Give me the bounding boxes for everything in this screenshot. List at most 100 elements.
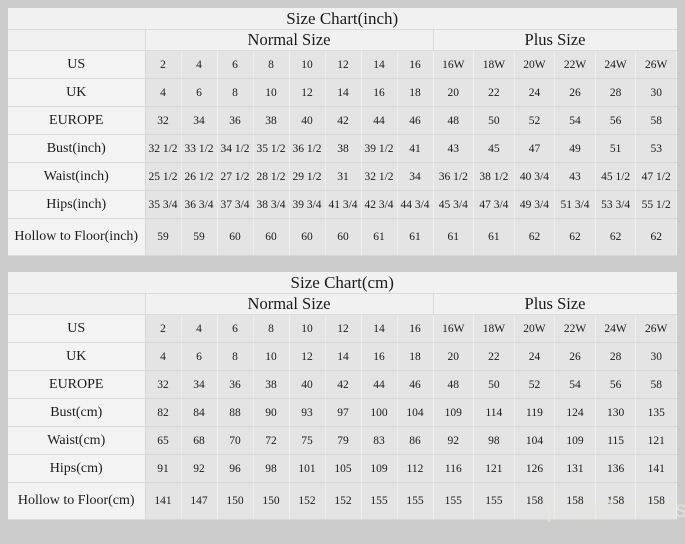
size-value-cell: 43 <box>554 162 596 191</box>
size-value-cell: 12 <box>288 342 326 371</box>
size-value-cell: 79 <box>324 426 362 455</box>
size-value-cell: 36 1/2 <box>288 134 326 163</box>
size-value-cell: 24W <box>594 50 637 79</box>
size-value-cell: 121 <box>635 426 677 455</box>
size-value-cell: 52 <box>513 106 556 135</box>
row-label: Hips(cm) <box>8 454 146 483</box>
row-label: Bust(inch) <box>8 134 146 163</box>
size-value-cell: 4 <box>180 50 218 79</box>
table-row: Waist(inch) 25 1/2 26 1/2 27 1/2 28 1/2 29 1/… <box>8 162 677 191</box>
table-row: EUROPE 32 34 36 38 40 42 44 46 48 50 52 54 56 58 <box>8 106 677 135</box>
size-value-cell: 100 <box>360 398 398 427</box>
size-value-cell: 38 <box>324 134 362 163</box>
size-value-cell: 115 <box>594 426 637 455</box>
size-value-cell: 58 <box>635 370 677 399</box>
size-value-cell: 46 <box>396 370 434 399</box>
size-value-cell: 54 <box>554 370 596 399</box>
size-value-cell: 16W <box>432 50 475 79</box>
size-value-cell: 12 <box>324 314 362 343</box>
size-value-cell: 109 <box>554 426 596 455</box>
size-value-cell: 12 <box>324 50 362 79</box>
size-value-cell: 4 <box>180 314 218 343</box>
size-value-cell: 27 1/2 <box>216 162 254 191</box>
size-value-cell: 36 <box>216 106 254 135</box>
size-value-cell: 62 <box>635 218 677 256</box>
size-value-cell: 10 <box>288 50 326 79</box>
table-row: US 2 4 6 8 10 12 14 16 16W 18W 20W 22W 24W 26W <box>8 314 677 343</box>
size-value-cell: 18 <box>396 342 434 371</box>
table-row: UK 4 6 8 10 12 14 16 18 20 22 24 26 28 30 <box>8 342 677 371</box>
row-label: Hollow to Floor(inch) <box>8 218 146 256</box>
size-value-cell: 32 <box>144 370 182 399</box>
row-label: Bust(cm) <box>8 398 146 427</box>
size-value-cell: 44 <box>360 370 398 399</box>
size-value-cell: 42 3/4 <box>360 190 398 219</box>
size-value-cell: 16 <box>360 342 398 371</box>
size-value-cell: 16 <box>360 78 398 107</box>
size-value-cell: 43 <box>432 134 475 163</box>
size-value-cell: 10 <box>252 342 290 371</box>
size-value-cell: 51 <box>594 134 637 163</box>
size-value-cell: 83 <box>360 426 398 455</box>
size-value-cell: 158 <box>635 482 677 520</box>
size-value-cell: 34 <box>180 370 218 399</box>
size-value-cell: 150 <box>252 482 290 520</box>
table-row: US 2 4 6 8 10 12 14 16 16W 18W 20W 22W 24W 26W <box>8 50 677 79</box>
size-value-cell: 6 <box>180 342 218 371</box>
row-label: EUROPE <box>8 106 146 135</box>
size-value-cell: 38 <box>252 370 290 399</box>
size-value-cell: 42 <box>324 370 362 399</box>
size-value-cell: 26 1/2 <box>180 162 218 191</box>
size-value-cell: 104 <box>513 426 556 455</box>
normal-size-header: Normal Size <box>144 293 433 315</box>
size-value-cell: 72 <box>252 426 290 455</box>
size-value-cell: 32 1/2 <box>360 162 398 191</box>
size-value-cell: 136 <box>594 454 637 483</box>
size-value-cell: 41 <box>396 134 434 163</box>
size-value-cell: 48 <box>432 106 475 135</box>
size-value-cell: 49 <box>554 134 596 163</box>
size-group-header-row: Normal Size Plus Size <box>8 293 677 315</box>
size-value-cell: 61 <box>432 218 475 256</box>
size-value-cell: 37 3/4 <box>216 190 254 219</box>
size-value-cell: 60 <box>324 218 362 256</box>
size-value-cell: 25 1/2 <box>144 162 182 191</box>
size-value-cell: 109 <box>360 454 398 483</box>
size-value-cell: 56 <box>594 106 637 135</box>
size-value-cell: 40 <box>288 106 326 135</box>
size-value-cell: 91 <box>144 454 182 483</box>
row-label: UK <box>8 342 146 371</box>
size-value-cell: 30 <box>635 78 677 107</box>
size-value-cell: 20W <box>513 314 556 343</box>
size-value-cell: 28 <box>594 342 637 371</box>
table-row: Bust(inch) 32 1/2 33 1/2 34 1/2 35 1/2 36 1/2… <box>8 134 677 163</box>
size-value-cell: 60 <box>216 218 254 256</box>
size-value-cell: 101 <box>288 454 326 483</box>
table-title: Size Chart(cm) <box>8 272 677 294</box>
normal-size-header: Normal Size <box>144 29 433 51</box>
size-value-cell: 53 <box>635 134 677 163</box>
size-value-cell: 59 <box>180 218 218 256</box>
size-value-cell: 16 <box>396 50 434 79</box>
size-value-cell: 60 <box>252 218 290 256</box>
size-value-cell: 131 <box>554 454 596 483</box>
size-value-cell: 75 <box>288 426 326 455</box>
size-value-cell: 68 <box>180 426 218 455</box>
table-title: Size Chart(inch) <box>8 8 677 30</box>
size-value-cell: 10 <box>252 78 290 107</box>
corner-cell <box>8 29 145 51</box>
size-value-cell: 34 <box>180 106 218 135</box>
size-value-cell: 60 <box>288 218 326 256</box>
size-value-cell: 39 3/4 <box>288 190 326 219</box>
size-value-cell: 20W <box>513 50 556 79</box>
size-value-cell: 155 <box>473 482 515 520</box>
size-value-cell: 150 <box>216 482 254 520</box>
size-value-cell: 29 1/2 <box>288 162 326 191</box>
size-value-cell: 82 <box>144 398 182 427</box>
size-value-cell: 62 <box>594 218 637 256</box>
size-value-cell: 84 <box>180 398 218 427</box>
size-value-cell: 33 1/2 <box>180 134 218 163</box>
size-chart-cm-section: Size Chart(cm) Normal Size Plus Size US 2… <box>8 272 677 520</box>
row-label: UK <box>8 78 146 107</box>
size-value-cell: 31 <box>324 162 362 191</box>
